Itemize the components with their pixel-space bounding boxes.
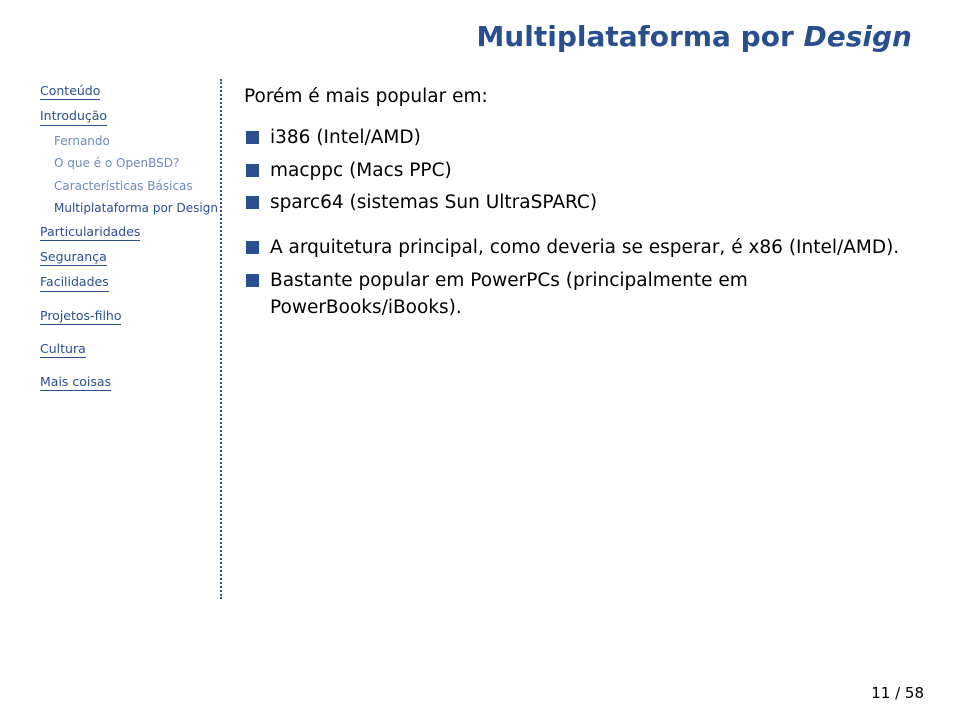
content-area: Porém é mais popular em: i386 (Intel/AMD… bbox=[244, 79, 920, 599]
nav-link-cultura[interactable]: Cultura bbox=[40, 341, 86, 358]
nav-link-introducao[interactable]: Introdução bbox=[40, 108, 107, 125]
sidebar-nav: Conteúdo Introdução Fernando O que é o O… bbox=[40, 79, 220, 599]
nav-spacer bbox=[40, 366, 220, 374]
slide-body: Conteúdo Introdução Fernando O que é o O… bbox=[40, 79, 920, 599]
bullet-list-1: i386 (Intel/AMD) macppc (Macs PPC) sparc… bbox=[244, 125, 920, 217]
slide: Multiplataforma por Design Conteúdo Intr… bbox=[0, 0, 960, 722]
title-text-italic: Design bbox=[804, 20, 912, 53]
nav-spacer bbox=[40, 300, 220, 308]
list-item: sparc64 (sistemas Sun UltraSPARC) bbox=[270, 190, 920, 217]
list-item: A arquitetura principal, como deveria se… bbox=[270, 235, 920, 262]
bullet-list-2: A arquitetura principal, como deveria se… bbox=[244, 235, 920, 321]
nav-link-facilidades[interactable]: Facilidades bbox=[40, 274, 109, 291]
list-item: Bastante popular em PowerPCs (principalm… bbox=[270, 268, 920, 322]
nav-sub-multiplataforma[interactable]: Multiplataforma por Design bbox=[40, 201, 220, 217]
title-text-plain: Multiplataforma por bbox=[476, 20, 803, 53]
nav-link-particularidades[interactable]: Particularidades bbox=[40, 224, 140, 241]
nav-link-mais[interactable]: Mais coisas bbox=[40, 374, 111, 391]
page-sep: / bbox=[890, 684, 905, 702]
nav-link-seguranca[interactable]: Segurança bbox=[40, 249, 107, 266]
slide-title: Multiplataforma por Design bbox=[40, 20, 920, 53]
nav-spacer bbox=[40, 333, 220, 341]
lead-text: Porém é mais popular em: bbox=[244, 83, 920, 111]
page-number: 11 / 58 bbox=[871, 684, 924, 702]
nav-link-projetos[interactable]: Projetos-filho bbox=[40, 308, 121, 325]
nav-link-conteudo[interactable]: Conteúdo bbox=[40, 83, 100, 100]
nav-sub-caracteristicas[interactable]: Características Básicas bbox=[40, 179, 220, 195]
list-item: macppc (Macs PPC) bbox=[270, 158, 920, 185]
vertical-divider bbox=[220, 79, 222, 599]
page-total: 58 bbox=[905, 684, 924, 702]
nav-sub-fernando[interactable]: Fernando bbox=[40, 134, 220, 150]
page-current: 11 bbox=[871, 684, 890, 702]
nav-sub-openbsd[interactable]: O que é o OpenBSD? bbox=[40, 156, 220, 172]
list-item: i386 (Intel/AMD) bbox=[270, 125, 920, 152]
